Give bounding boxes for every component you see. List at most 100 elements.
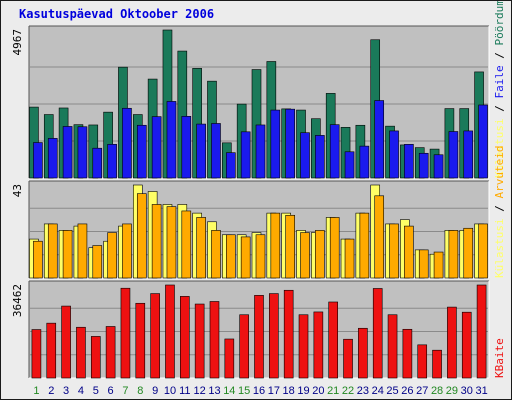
- legend-label: Külastusi: [493, 218, 506, 278]
- bar-2-2-day-27: [418, 249, 429, 279]
- bar-1-2-day-16: [255, 124, 266, 179]
- bar-1-2-day-10: [166, 101, 177, 179]
- bar-1-2-day-11: [181, 116, 192, 179]
- bar-3-1-day-24: [372, 288, 383, 379]
- bar-1-2-day-26: [404, 144, 414, 179]
- bar-2-2-day-8: [136, 193, 147, 279]
- bar-1-2-day-29: [448, 131, 459, 179]
- bar-1-2-day-14: [226, 152, 236, 179]
- day-label: 6: [108, 385, 114, 397]
- day-label: 12: [194, 385, 206, 397]
- bar-2-2-day-21: [329, 217, 340, 279]
- bar-2-2-day-20: [315, 230, 325, 279]
- bar-3-1-day-14: [224, 338, 235, 379]
- y-max-label: 43: [11, 184, 24, 197]
- y-max-label: 4967: [11, 29, 24, 56]
- bar-2-2-day-22: [344, 238, 355, 279]
- bar-3-1-day-4: [76, 326, 86, 379]
- bar-1-2-day-24: [374, 100, 385, 179]
- day-label: 13: [208, 385, 220, 397]
- bar-3-1-day-2: [46, 322, 57, 379]
- bar-3-1-day-5: [90, 336, 101, 379]
- bar-2-2-day-4: [77, 223, 88, 279]
- bar-3-1-day-11: [180, 296, 190, 379]
- bar-2-2-day-28: [433, 251, 444, 279]
- bar-3-1-day-3: [61, 305, 71, 379]
- chart-panels: 4967 Külastusi / Faile / Pöördumisi 43 Küla…: [11, 1, 506, 379]
- legend-separator: /: [493, 199, 506, 219]
- day-axis: 1 2 3 4 5 6 7 8 9 10 11 12 13 14 15 16 17 18 19 20 21 22 23 24 2…: [33, 385, 487, 397]
- bar-1-2-day-30: [463, 130, 474, 179]
- bar-1-2-day-13: [211, 123, 221, 179]
- side-legend: Külastusi / Faile / Pöördumisi: [493, 1, 506, 178]
- bar-3-1-day-9: [150, 293, 160, 379]
- bar-2-2-day-17: [270, 212, 281, 279]
- bar-2-2-day-29: [448, 230, 459, 279]
- day-label: 1: [33, 385, 39, 397]
- day-label: 7: [122, 385, 128, 397]
- bar-2-2-day-15: [240, 236, 251, 279]
- legend-label: Faile: [493, 65, 506, 98]
- bar-3-1-day-30: [461, 311, 472, 379]
- bar-1-2-day-28: [433, 154, 444, 179]
- bar-3-1-day-10: [165, 284, 175, 379]
- day-label: 24: [372, 385, 384, 397]
- day-label: 20: [312, 385, 324, 397]
- day-label: 31: [475, 385, 487, 397]
- bar-3-1-day-6: [105, 326, 116, 379]
- panel-1: 4967 Külastusi / Faile / Pöördumisi: [11, 1, 506, 179]
- bar-3-1-day-16: [254, 295, 264, 379]
- bar-1-2-day-19: [300, 132, 310, 179]
- bar-3-1-day-15: [239, 314, 249, 379]
- bar-1-2-day-25: [389, 130, 399, 179]
- bar-1-2-day-3: [62, 126, 73, 179]
- panel-2: 43 Külastusi / Arvuteid: [11, 146, 506, 279]
- day-label: 3: [63, 385, 69, 397]
- day-label: 14: [223, 385, 235, 397]
- y-max-label: 36462: [11, 284, 24, 317]
- bar-3-1-day-27: [417, 344, 428, 379]
- bar-1-2-day-1: [33, 142, 43, 179]
- bar-3-1-day-28: [432, 349, 442, 379]
- bar-3-1-day-13: [209, 301, 220, 379]
- day-label: 25: [386, 385, 398, 397]
- bar-2-2-day-26: [404, 225, 414, 279]
- day-label: 4: [78, 385, 84, 397]
- panel-3: 36462 KBaite: [11, 280, 506, 379]
- bar-3-1-day-31: [476, 284, 487, 379]
- bar-2-2-day-3: [62, 230, 73, 279]
- bar-2-2-day-13: [211, 230, 221, 279]
- day-label: 8: [137, 385, 143, 397]
- bar-2-2-day-2: [47, 223, 58, 279]
- bar-2-2-day-25: [389, 223, 399, 279]
- bar-3-1-day-8: [135, 302, 146, 379]
- bar-3-1-day-18: [283, 289, 294, 379]
- day-label: 17: [268, 385, 280, 397]
- bar-2-2-day-31: [478, 223, 488, 279]
- bar-3-1-day-20: [313, 311, 324, 379]
- bar-3-1-day-1: [31, 329, 42, 379]
- bar-1-2-day-20: [315, 135, 325, 179]
- bar-2-2-day-23: [359, 212, 370, 279]
- bar-2-2-day-19: [300, 232, 310, 279]
- day-label: 19: [297, 385, 309, 397]
- bar-1-2-day-18: [285, 108, 295, 179]
- bar-3-1-day-21: [328, 301, 338, 379]
- day-label: 15: [238, 385, 250, 397]
- legend-label: Pöördumisi: [493, 1, 506, 46]
- bar-2-2-day-14: [226, 234, 236, 279]
- bar-1-2-day-9: [151, 116, 162, 179]
- bar-1-2-day-7: [122, 107, 132, 179]
- bar-3-1-day-22: [343, 338, 353, 379]
- day-label: 28: [431, 385, 443, 397]
- bar-2-2-day-9: [151, 204, 162, 279]
- day-label: 5: [93, 385, 99, 397]
- day-label: 22: [342, 385, 354, 397]
- chart-title: Kasutuspäevad Oktoober 2006: [19, 7, 214, 21]
- bar-3-1-day-17: [269, 293, 279, 379]
- legend-label: Külastusi: [493, 118, 506, 178]
- bar-3-1-day-25: [387, 314, 398, 379]
- bar-3-1-day-29: [447, 306, 457, 379]
